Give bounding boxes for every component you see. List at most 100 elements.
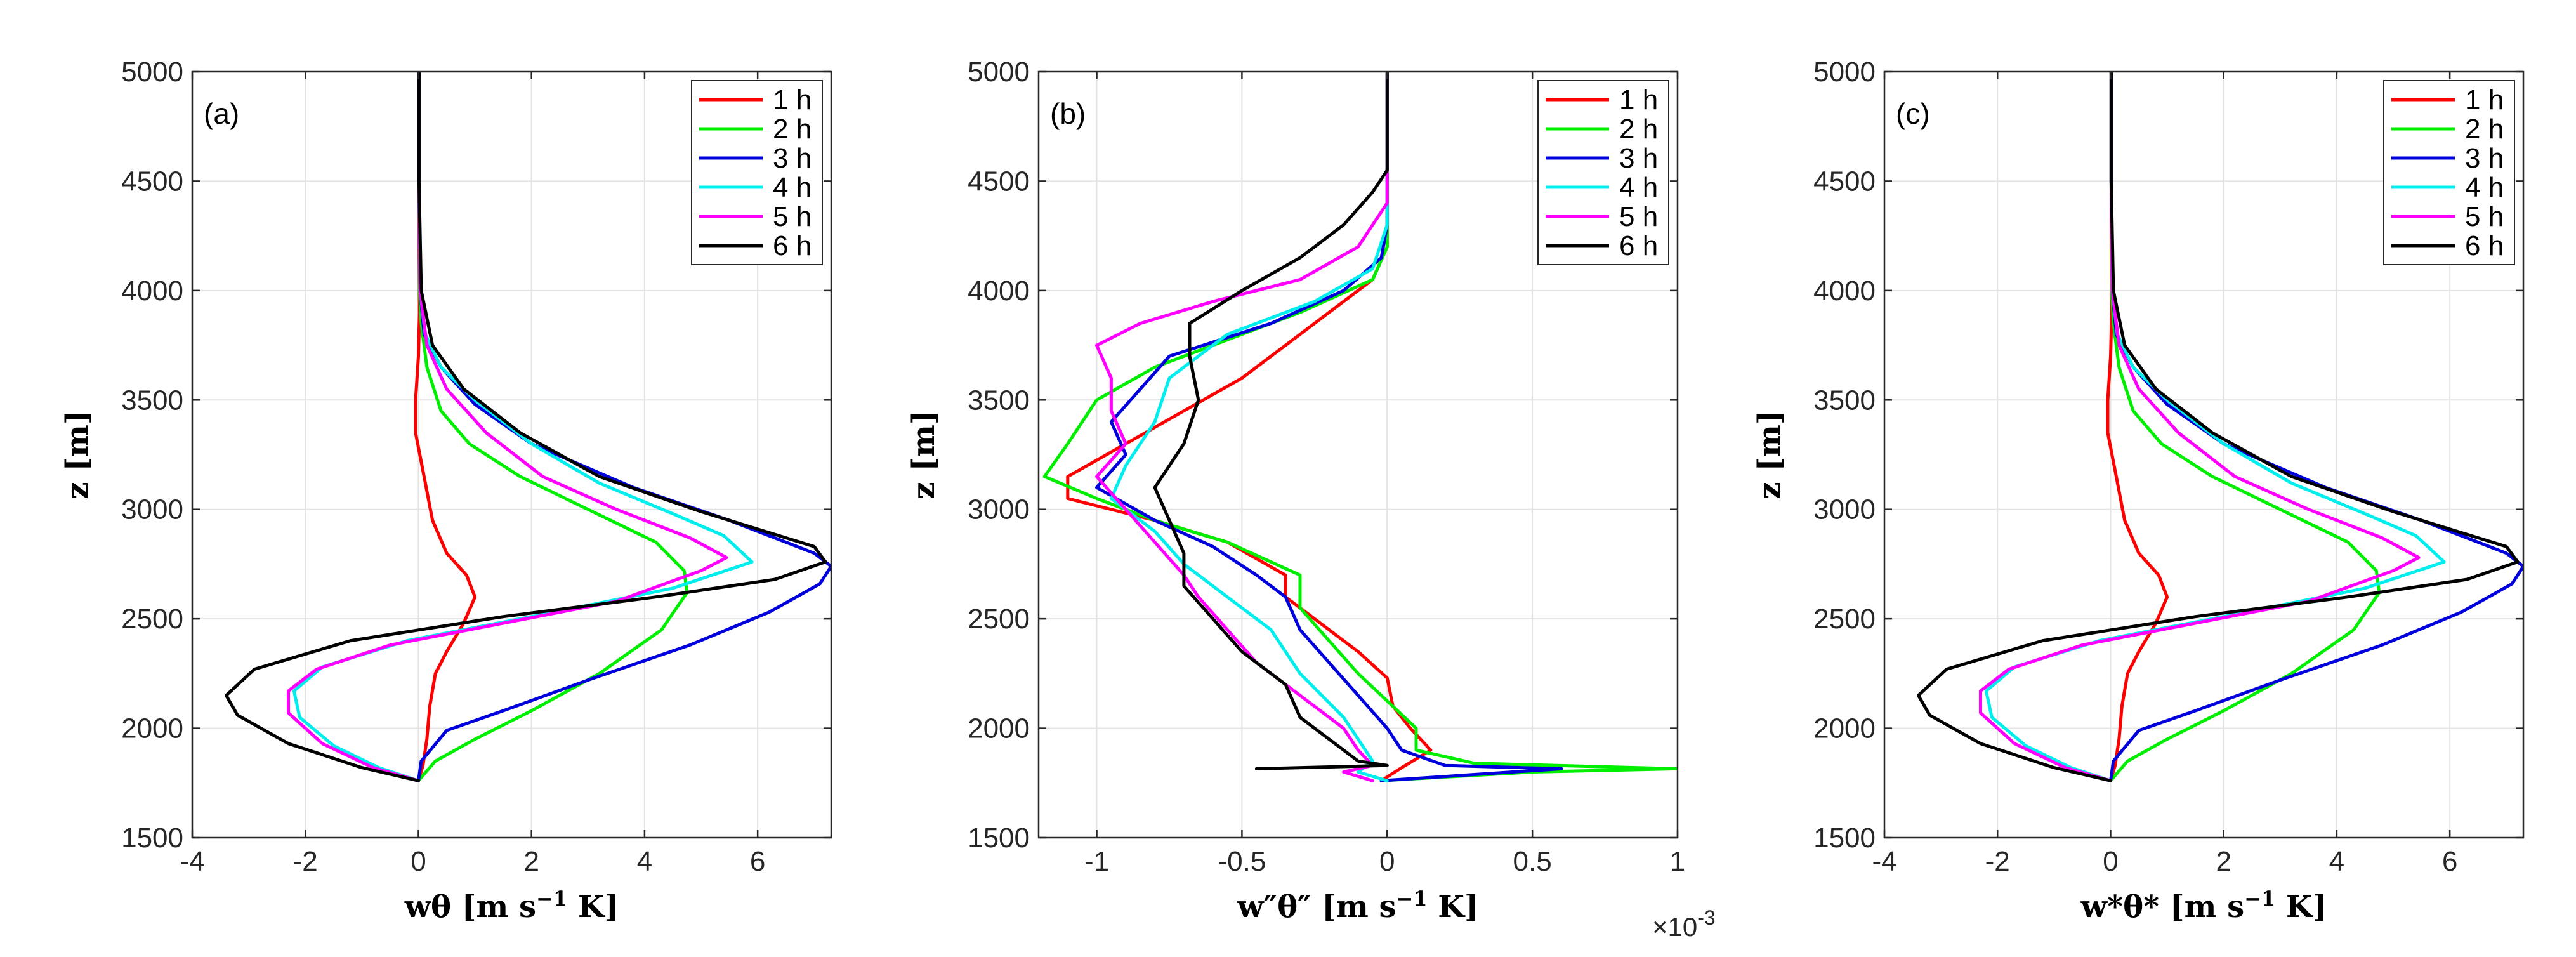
x-axis-title-exponent: −1 — [1396, 887, 1427, 911]
y-axis-title: z [m] — [1752, 410, 1787, 499]
y-tick-label: 5000 — [121, 56, 183, 88]
legend-label: 2 h — [773, 114, 812, 145]
y-tick-label: 3500 — [1813, 385, 1876, 416]
y-axis-title: z [m] — [60, 410, 95, 499]
legend-label: 4 h — [773, 172, 812, 203]
legend-label: 4 h — [1619, 172, 1658, 203]
legend-label: 2 h — [2465, 114, 2504, 145]
series-line-6h — [1917, 72, 2520, 782]
series-line-1h — [2106, 72, 2169, 782]
series-line-6h — [225, 72, 827, 782]
y-tick-label: 2500 — [1813, 604, 1876, 635]
x-tick-label: -1 — [1084, 846, 1109, 877]
y-tick-label: 1500 — [1813, 822, 1876, 854]
legend-label: 5 h — [773, 201, 812, 232]
x-axis-title-units: [m s — [2159, 889, 2244, 925]
axes-frame-c — [1883, 70, 2525, 839]
y-tick-label: 3000 — [1813, 494, 1876, 525]
panel-label: (c) — [1896, 97, 1930, 130]
legend-b: 1 h2 h3 h4 h5 h6 h — [1537, 80, 1669, 265]
legend-label: 6 h — [2465, 230, 2504, 261]
legend-box — [2383, 80, 2515, 265]
x-axis-multiplier-base: ×10 — [1652, 912, 1697, 942]
panel-label: (a) — [204, 97, 239, 130]
series-group-c — [1917, 72, 2523, 782]
panel-a: -4 -2 0 2 4 6 1500 2000 2500 3000 3500 4000 4500 5000… — [60, 56, 832, 925]
x-axis-multiplier: ×10-3 — [1652, 906, 1716, 942]
x-axis-multiplier-exponent: -3 — [1697, 906, 1715, 929]
legend-a: 1 h2 h3 h4 h5 h6 h — [691, 80, 823, 265]
legend-label: 4 h — [2465, 172, 2504, 203]
x-tick-label: -4 — [1872, 846, 1896, 877]
x-axis-title: w″θ″ [m s−1 K] — [1237, 887, 1478, 925]
y-tick-label: 1500 — [121, 822, 183, 854]
series-line-1h — [1066, 72, 1433, 782]
x-tick-label: 0 — [2103, 846, 2118, 877]
x-axis-title: wθ [m s−1 K] — [404, 887, 619, 925]
series-group-a — [225, 72, 831, 782]
y-tick-label: 5000 — [968, 56, 1030, 88]
x-tick-label: 1 — [1670, 846, 1685, 877]
series-group-b — [1042, 72, 1678, 782]
x-axis-title-symbol: wθ — [404, 889, 451, 925]
y-tick-label: 3500 — [121, 385, 183, 416]
legend-label: 6 h — [1619, 230, 1658, 261]
y-tick-label: 4500 — [968, 166, 1030, 197]
legend-label: 3 h — [773, 143, 812, 174]
x-axis-title-symbol: w*θ* — [2080, 889, 2160, 925]
x-tick-label: 4 — [2329, 846, 2344, 877]
x-axis-title-tail: K] — [567, 889, 619, 925]
panel-b: -1 -0.5 0 0.5 1 1500 2000 2500 3000 3500 4000 4500 5… — [906, 56, 1716, 942]
series-line-5h — [1095, 72, 1389, 782]
x-axis-title-symbol: w″θ″ — [1237, 889, 1311, 925]
y-axis-title: z [m] — [906, 410, 942, 499]
x-tick-label: -2 — [1985, 846, 2010, 877]
x-axis-title-units: [m s — [1311, 889, 1396, 925]
series-line-5h — [287, 72, 728, 782]
y-tick-label: 4500 — [1813, 166, 1876, 197]
legend-box — [1537, 80, 1669, 265]
legend-label: 3 h — [1619, 143, 1658, 174]
series-line-1h — [414, 72, 477, 782]
y-tick-label: 3000 — [968, 494, 1030, 525]
series-line-4h — [1984, 72, 2446, 782]
series-line-6h — [1153, 72, 1389, 770]
y-tick-label: 2500 — [968, 604, 1030, 635]
series-line-4h — [1109, 72, 1389, 782]
legend-c: 1 h2 h3 h4 h5 h6 h — [2383, 80, 2515, 265]
y-tick-label: 4000 — [1813, 275, 1876, 307]
legend-label: 5 h — [1619, 201, 1658, 232]
panel-label: (b) — [1050, 97, 1086, 130]
legend-label: 1 h — [773, 84, 812, 116]
y-tick-label: 2000 — [1813, 713, 1876, 744]
y-tick-label: 1500 — [968, 822, 1030, 854]
x-axis-title-units: [m s — [451, 889, 536, 925]
x-tick-label: 0.5 — [1513, 846, 1552, 877]
legend-box — [691, 80, 823, 265]
axes-frame-a — [191, 70, 832, 839]
x-tick-label: -2 — [293, 846, 318, 877]
y-tick-label: 3000 — [121, 494, 183, 525]
series-line-3h — [1095, 72, 1563, 782]
series-line-5h — [1979, 72, 2421, 782]
x-tick-label: 6 — [750, 846, 765, 877]
legend-label: 3 h — [2465, 143, 2504, 174]
legend-label: 2 h — [1619, 114, 1658, 145]
x-axis-title-tail: K] — [2275, 889, 2327, 925]
y-tick-label: 4000 — [121, 275, 183, 307]
y-tick-label: 5000 — [1813, 56, 1876, 88]
y-tick-label: 2500 — [121, 604, 183, 635]
legend-label: 6 h — [773, 230, 812, 261]
legend-label: 1 h — [1619, 84, 1658, 116]
series-line-2h — [2109, 72, 2381, 782]
y-tick-label: 3500 — [968, 385, 1030, 416]
x-axis-title-tail: K] — [1428, 889, 1479, 925]
x-tick-label: 0 — [411, 846, 426, 877]
x-tick-label: 6 — [2442, 846, 2457, 877]
y-tick-label: 2000 — [121, 713, 183, 744]
legend-label: 1 h — [2465, 84, 2504, 116]
panel-c: -4 -2 0 2 4 6 1500 2000 2500 3000 3500 4000 4500 5000… — [1752, 56, 2525, 925]
y-tick-label: 2000 — [968, 713, 1030, 744]
axes-frame-b — [1037, 70, 1679, 839]
